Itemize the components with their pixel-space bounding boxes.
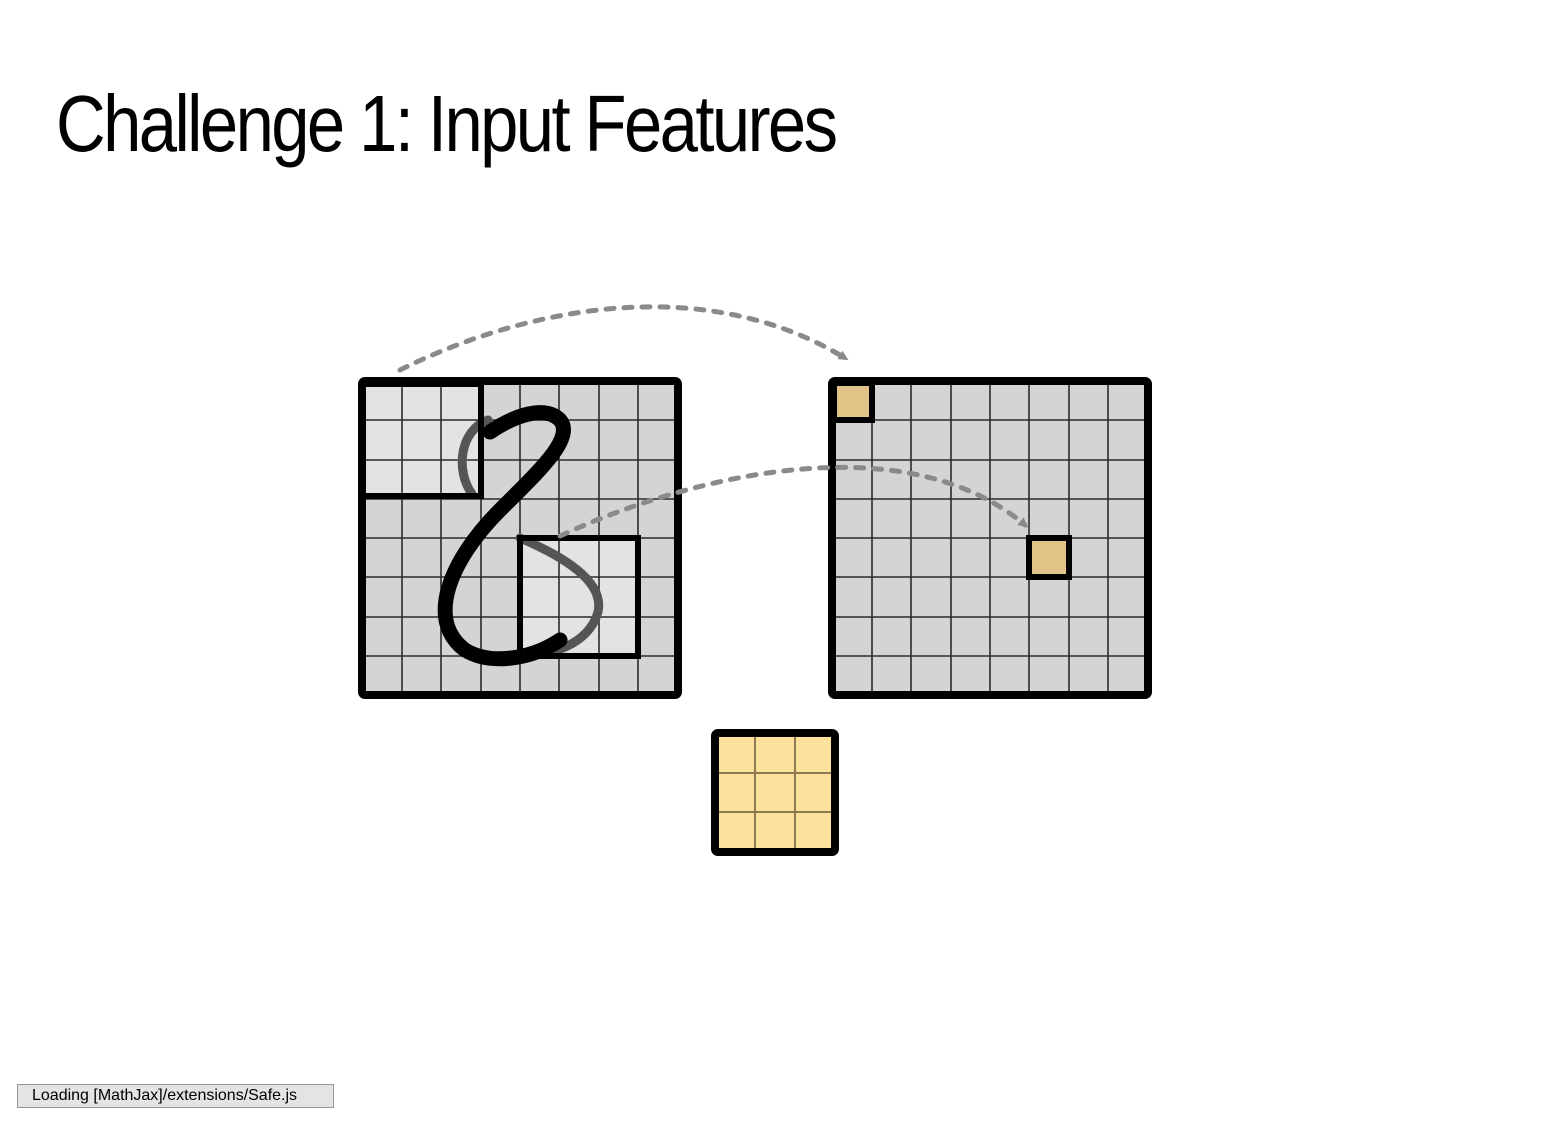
output-cell-top-left (831, 380, 875, 423)
output-cell-center (1026, 535, 1072, 580)
digit-stroke-front (437, 405, 571, 667)
output-grid (828, 377, 1152, 699)
mapping-arrow-top (397, 304, 849, 373)
slide-title: Challenge 1: Input Features (56, 79, 838, 168)
receptive-field-center-border (517, 535, 641, 659)
input-grid (358, 377, 682, 699)
kernel-grid (711, 729, 839, 856)
mapping-arrow-center (557, 464, 1029, 539)
mathjax-loading-status: Loading [MathJax]/extensions/Safe.js (17, 1084, 334, 1108)
